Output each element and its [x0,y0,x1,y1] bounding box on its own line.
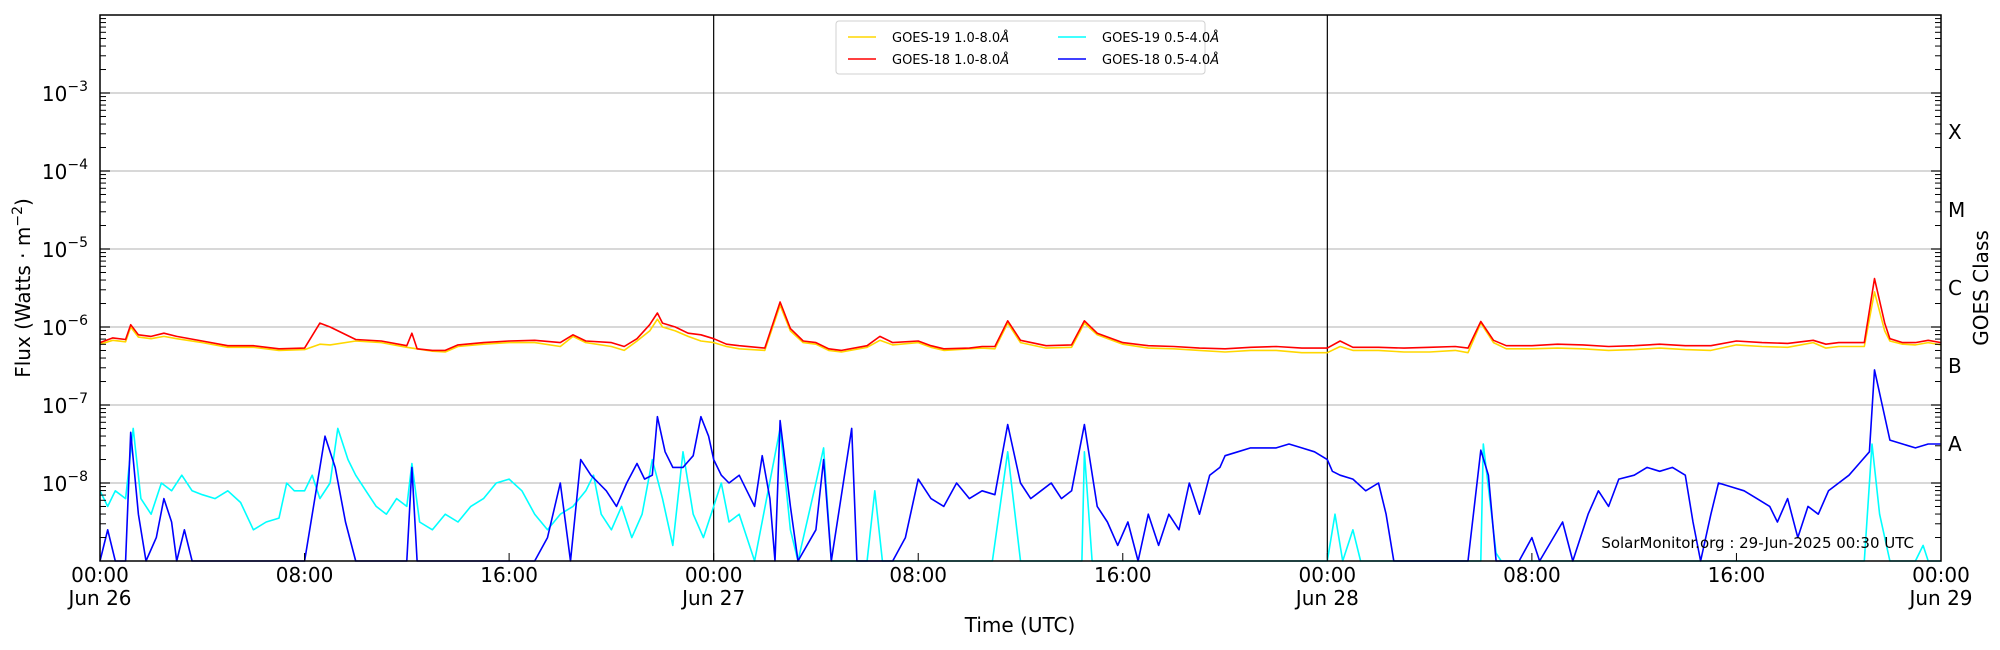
goes-class-label: M [1948,198,1965,222]
goes-class-label: X [1948,120,1962,144]
legend: GOES-19 1.0-8.0Å GOES-19 0.5-4.0Å GOES-18 … [835,20,1219,75]
right-axis-title: GOES Class [1969,230,1993,346]
watermark: SolarMonitor.org : 29-Jun-2025 00:30 UTC [1601,534,1914,552]
legend-label: GOES-19 0.5-4.0Å [1102,30,1219,46]
x-tick-label: 16:00 [1708,563,1766,587]
x-tick-label: 08:00 [276,563,334,587]
x-tick-date: Jun 28 [1294,586,1359,610]
y-axis-ticks: 10−3 10−4 10−5 10−6 10−7 10−8 [42,18,1941,539]
x-tick-date: Jun 27 [680,586,745,610]
x-tick-label: 08:00 [889,563,947,587]
y-axis-title-main: Flux (Watts · m [11,227,35,378]
legend-label: GOES-18 0.5-4.0Å [1102,52,1219,68]
x-tick-label: 08:00 [1503,563,1561,587]
legend-label: GOES-19 1.0-8.0Å [892,30,1009,46]
series-line [99,277,1942,352]
x-tick-date: Jun 29 [1907,586,1972,610]
x-tick-label: 00:00 [685,563,743,587]
plot-frame [99,14,1942,562]
x-tick-label: 00:00 [71,563,129,587]
goes-class-label: C [1948,276,1962,300]
x-tick-label: 00:00 [1299,563,1357,587]
series-line [99,291,1942,354]
x-tick-label: 16:00 [480,563,538,587]
day-boundary-lines [713,15,1328,561]
gridlines [100,92,1941,484]
legend-label: GOES-18 1.0-8.0Å [892,52,1009,68]
y-tick-label: 10−3 [42,79,88,106]
legend-box [835,20,1206,75]
goes-class-label: B [1948,354,1962,378]
y-tick-label: 10−5 [42,235,88,262]
y-tick-label: 10−6 [42,313,88,340]
series-line [99,369,1941,562]
goes-class-labels: X M C B A [1948,120,1965,456]
y-axis-title-exponent: −2 [10,206,26,227]
x-tick-label: 16:00 [1094,563,1152,587]
y-tick-label: 10−4 [42,157,88,184]
x-tick-label: 00:00 [1912,563,1970,587]
x-axis-title: Time (UTC) [964,613,1076,637]
data-series [99,277,1942,562]
y-tick-label: 10−7 [42,391,88,418]
y-axis-title: Flux (Watts · m−2) [10,198,35,378]
goes-class-label: A [1948,432,1962,456]
y-tick-label: 10−8 [42,469,88,496]
x-tick-date: Jun 26 [66,586,131,610]
